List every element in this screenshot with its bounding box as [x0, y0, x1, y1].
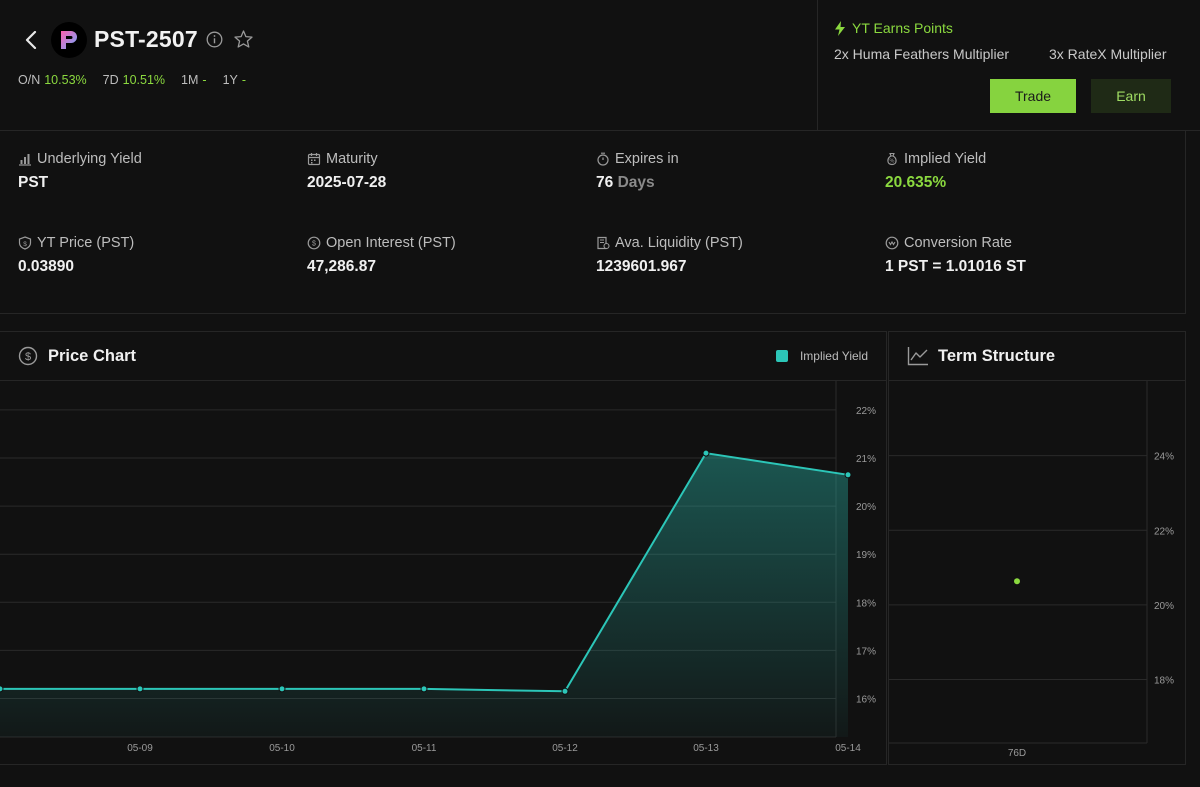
y-tick-label: 19% [856, 550, 876, 561]
market-title: PST-2507 [94, 26, 198, 52]
price-chart-header: $ Price Chart Implied Yield [0, 332, 886, 381]
x-tick-label: 05-12 [552, 743, 578, 754]
price-chart-plot: 22% 21% 20% 19% 18% 17% 16% 05-09 05-10 05-11 05-1… [0, 381, 876, 754]
series-point [136, 685, 144, 693]
money-bag-icon: % [887, 152, 897, 166]
series-point [702, 449, 710, 457]
svg-text:$: $ [23, 241, 27, 248]
stat-maturity: Maturity 2025-07-28 [307, 151, 387, 191]
y-tick-label: 22% [856, 406, 876, 417]
series-point [561, 687, 569, 695]
calendar-icon [307, 153, 321, 166]
term-structure-plot: 24% 22% 20% 18% 76D [889, 381, 1174, 759]
stat-yt-price: $ YT Price (PST) 0.03890 [18, 235, 135, 275]
rates-row: O/N 10.53% 7D 10.51% 1M - 1Y - [18, 73, 246, 87]
x-tick-label: 05-10 [269, 743, 295, 754]
svg-text:$: $ [25, 351, 31, 363]
rate-7d: 7D 10.51% [102, 73, 166, 87]
lightning-icon [835, 20, 845, 36]
stat-underlying-yield: Underlying Yield PST [18, 151, 142, 191]
series-point [0, 685, 4, 693]
info-icon[interactable] [206, 31, 223, 48]
term-structure-panel: Term Structure 24% 22% 20% 18% 76D [888, 331, 1186, 765]
term-point [1014, 578, 1020, 585]
y-tick-label: 20% [856, 502, 876, 513]
star-icon[interactable] [233, 29, 254, 50]
x-tick-label: 76D [1008, 748, 1026, 759]
bar-chart-icon [19, 154, 31, 166]
shield-dollar-icon: $ [18, 236, 32, 250]
stopwatch-icon [597, 152, 609, 166]
term-structure-header: Term Structure [889, 332, 1185, 381]
x-tick-label: 05-09 [127, 743, 153, 754]
x-tick-label: 05-14 [835, 743, 861, 754]
dollar-circle-icon: $ [307, 236, 321, 250]
stat-expires-in: Expires in 76 Days [596, 151, 679, 191]
x-tick-label: 05-13 [693, 743, 719, 754]
stats-grid: Underlying Yield PST Maturity 2025-07-28… [0, 131, 1186, 314]
trade-button[interactable]: Trade [990, 79, 1076, 113]
dollar-circle-icon: $ [18, 346, 38, 366]
term-structure-title: Term Structure [938, 347, 1056, 365]
rate-1m: 1M - [181, 73, 207, 87]
ratex-multiplier: 3x RateX Multiplier [1049, 46, 1167, 62]
earn-button[interactable]: Earn [1091, 79, 1171, 113]
series-area [0, 453, 848, 737]
y-tick-label: 16% [856, 695, 876, 706]
svg-text:%: % [890, 159, 895, 165]
pst-logo-icon [51, 22, 87, 58]
price-chart-panel: $ Price Chart Implied Yield 22% 21% 20% 19%… [0, 331, 887, 765]
y-tick-label: 18% [856, 598, 876, 609]
y-tick-label: 18% [1154, 676, 1174, 687]
legend-label: Implied Yield [799, 349, 868, 363]
stat-open-interest: $ Open Interest (PST) 47,286.87 [307, 235, 456, 275]
rate-1y: 1Y - [222, 73, 247, 87]
back-chevron-icon[interactable] [22, 28, 40, 52]
price-chart-title: Price Chart [48, 347, 137, 365]
series-point [844, 471, 852, 479]
line-chart-icon [907, 347, 928, 366]
stat-conversion-rate: Conversion Rate 1 PST = 1.01016 ST [885, 235, 1026, 275]
svg-text:$: $ [312, 241, 316, 248]
y-tick-label: 24% [1154, 452, 1174, 463]
rate-on: O/N 10.53% [18, 73, 87, 87]
y-tick-label: 22% [1154, 526, 1174, 537]
y-tick-label: 21% [856, 454, 876, 465]
conversion-icon [885, 236, 899, 250]
stat-liquidity: Ava. Liquidity (PST) 1239601.967 [596, 235, 743, 275]
points-title: YT Earns Points [834, 20, 953, 36]
x-tick-label: 05-11 [412, 743, 437, 754]
legend-swatch [775, 350, 788, 362]
stat-implied-yield: % Implied Yield 20.635% [885, 151, 987, 191]
y-tick-label: 20% [1154, 601, 1174, 612]
series-point [278, 685, 286, 693]
points-box: YT Earns Points 2x Huma Feathers Multipl… [817, 0, 1200, 131]
huma-multiplier: 2x Huma Feathers Multiplier [834, 46, 1010, 62]
receipt-icon [597, 236, 610, 250]
y-tick-label: 17% [856, 646, 876, 657]
series-point [420, 685, 428, 693]
market-header: PST-2507 O/N 10.53% 7D 10.51% 1M - 1Y - YT E… [0, 0, 1200, 131]
chart-legend[interactable]: Implied Yield [775, 349, 868, 363]
